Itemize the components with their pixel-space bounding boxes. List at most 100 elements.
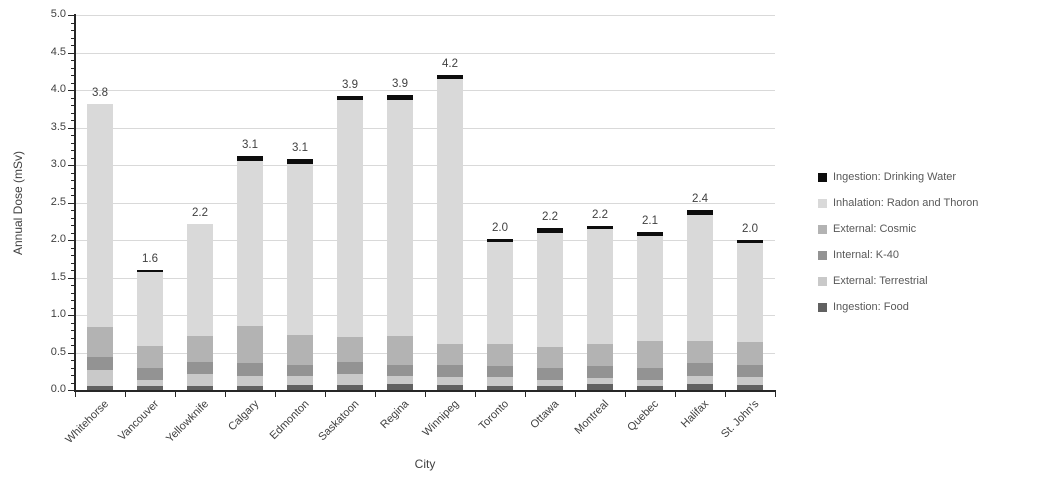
y-minor-tick: [71, 150, 74, 151]
bar-segment: [237, 156, 263, 161]
y-minor-tick: [71, 330, 74, 331]
y-minor-tick: [71, 285, 74, 286]
y-tick-label: 3.5: [50, 120, 66, 133]
bar-total-label: 2.2: [542, 211, 558, 223]
x-category-label: St. John's: [719, 398, 762, 441]
bar-segment: [187, 374, 213, 386]
x-category-label: Quebec: [625, 398, 662, 434]
bar-segment: [737, 240, 763, 243]
y-tick-label: 5.0: [50, 8, 66, 20]
bar-segment: [737, 342, 763, 365]
x-tick: [375, 392, 376, 397]
x-tick: [75, 392, 76, 397]
bar-total-label: 2.0: [742, 223, 758, 235]
y-minor-tick: [71, 112, 74, 114]
legend-label: External: Cosmic: [833, 223, 917, 235]
bar-segment: [337, 99, 363, 337]
bar-segment: [587, 378, 613, 384]
x-category-label: Winnipeg: [420, 398, 462, 439]
y-major-tick: [68, 390, 74, 391]
bar-total-label: 3.9: [392, 78, 408, 91]
bar-segment: [437, 365, 463, 377]
bar-segment: [737, 377, 763, 385]
bar-segment: [637, 235, 663, 342]
bar-segment: [87, 369, 113, 386]
bar-segment: [737, 243, 763, 342]
bar-segment: [437, 384, 463, 390]
bar-segment: [687, 363, 713, 376]
y-minor-tick: [71, 142, 74, 144]
legend-entry: External: Cosmic: [818, 223, 978, 235]
bar-segment: [437, 75, 463, 79]
bar-segment: [237, 363, 263, 376]
bar-segment: [337, 96, 363, 100]
y-minor-tick: [71, 225, 74, 226]
y-minor-tick: [71, 105, 74, 106]
legend-swatch: [818, 250, 827, 260]
bar-total-label: 3.9: [342, 79, 358, 91]
bar-segment: [187, 385, 213, 390]
bar-segment: [687, 375, 713, 384]
bar-segment: [237, 375, 263, 386]
y-tick-label: 1.5: [50, 270, 66, 283]
y-minor-tick: [71, 345, 74, 346]
bar-segment: [287, 159, 313, 164]
y-minor-tick: [71, 120, 74, 121]
bar-segment: [537, 385, 563, 390]
bar-segment: [337, 336, 363, 363]
bar-segment: [687, 384, 713, 390]
y-minor-tick: [71, 307, 74, 309]
y-axis-line: [74, 14, 76, 391]
bar-total-label: 3.1: [242, 139, 258, 151]
gridline: [76, 127, 775, 129]
bar-segment: [487, 238, 513, 243]
y-major-tick: [68, 52, 74, 54]
bar-segment: [237, 385, 263, 390]
bar-segment: [537, 367, 563, 381]
bar-segment: [337, 374, 363, 385]
bar-segment: [187, 362, 213, 375]
y-minor-tick: [71, 375, 74, 376]
bar-segment: [437, 376, 463, 385]
bar-total-label: 1.6: [142, 253, 158, 265]
x-category-label: Halifax: [679, 398, 712, 431]
legend-entry: Ingestion: Drinking Water: [818, 171, 978, 183]
bar-segment: [287, 334, 313, 365]
legend-label: Ingestion: Drinking Water: [833, 171, 957, 183]
bar-segment: [387, 375, 413, 384]
y-minor-tick: [71, 292, 74, 294]
bar-segment: [387, 336, 413, 365]
x-category-label: Edmonton: [267, 398, 312, 442]
bar-segment: [137, 345, 163, 369]
bar-segment: [687, 210, 713, 216]
x-tick: [625, 392, 626, 397]
bar-total-label: 2.1: [642, 214, 658, 227]
gridline: [76, 202, 775, 204]
y-minor-tick: [71, 37, 74, 39]
bar-segment: [637, 380, 663, 386]
bar-total-label: 2.0: [492, 221, 508, 234]
x-category-label: Regina: [378, 398, 412, 432]
x-tick: [525, 392, 526, 397]
y-minor-tick: [71, 75, 74, 76]
y-minor-tick: [71, 232, 74, 234]
y-minor-tick: [71, 135, 74, 136]
bar-segment: [687, 215, 713, 342]
y-minor-tick: [71, 210, 74, 211]
y-major-tick: [68, 165, 74, 166]
bar-segment: [487, 366, 513, 378]
gridline: [76, 277, 775, 279]
bar-segment: [137, 368, 163, 381]
y-tick-label: 0.0: [50, 383, 66, 395]
bar-segment: [387, 384, 413, 390]
legend-entry: External: Terrestrial: [818, 275, 978, 287]
y-minor-tick: [71, 255, 74, 256]
legend-swatch: [818, 224, 827, 234]
bar-segment: [587, 384, 613, 390]
legend-entry: Ingestion: Food: [818, 301, 978, 313]
y-minor-tick: [71, 45, 74, 46]
legend-swatch: [818, 276, 827, 286]
bar-total-label: 4.2: [442, 58, 458, 70]
bar-segment: [437, 344, 463, 366]
x-tick: [675, 392, 676, 397]
